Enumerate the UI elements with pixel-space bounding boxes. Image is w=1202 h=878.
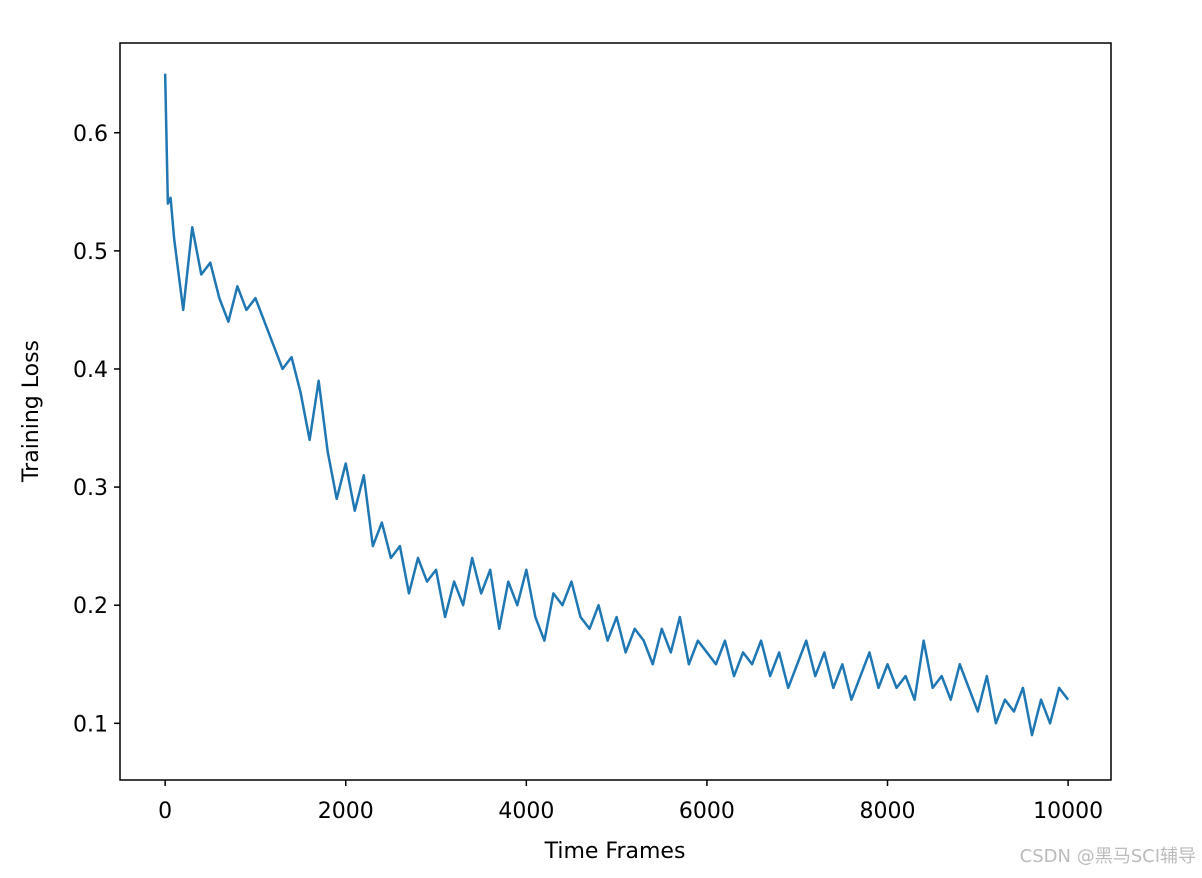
y-axis-label: Training Loss	[19, 340, 44, 483]
x-tick-label: 8000	[860, 799, 916, 824]
watermark: CSDN @黑马SCI辅导	[1020, 846, 1196, 867]
y-tick-label: 0.4	[73, 358, 108, 383]
plot-frame	[119, 42, 1112, 781]
data-line	[163, 73, 1070, 737]
x-tick-label: 6000	[679, 799, 735, 824]
y-tick-label: 0.5	[73, 240, 108, 265]
y-tick-label: 0.1	[73, 712, 108, 737]
x-tick-label: 2000	[318, 799, 374, 824]
x-tick-label: 10000	[1033, 799, 1103, 824]
x-tick-label: 0	[158, 799, 172, 824]
x-tick-label: 4000	[498, 799, 554, 824]
y-tick-label: 0.3	[73, 476, 108, 501]
x-axis-label: Time Frames	[544, 839, 686, 864]
y-tick-label: 0.2	[73, 594, 108, 619]
y-tick-label: 0.6	[73, 122, 108, 147]
